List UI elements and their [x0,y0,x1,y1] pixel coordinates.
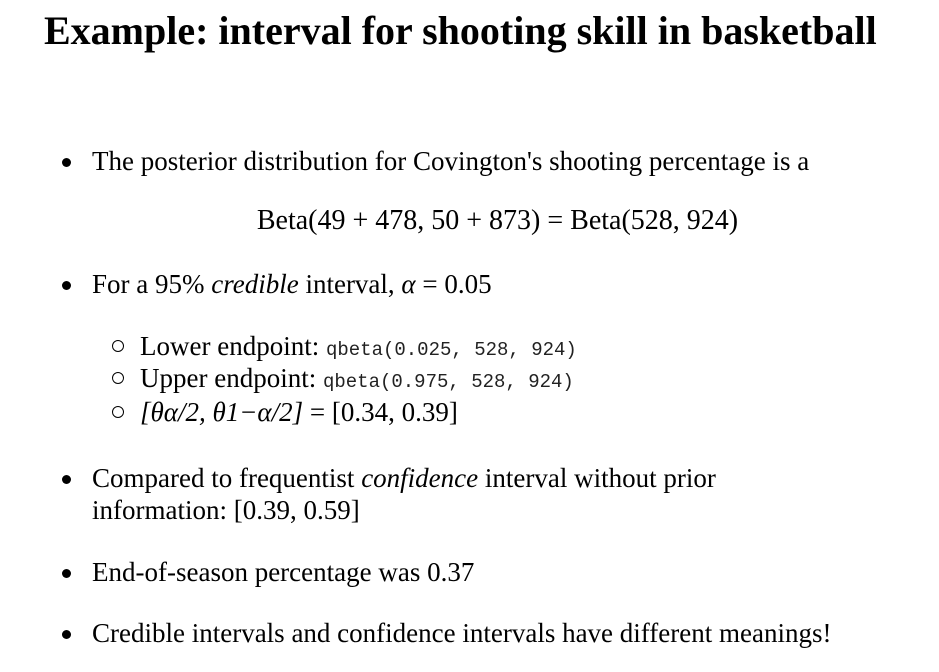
posterior-equation: Beta(49 + 478, 50 + 873) = Beta(528, 924… [0,204,939,238]
sub-bullet-ring-icon [112,406,124,418]
text-prefix: For a 95% [92,269,212,299]
bullet-text: Compared to frequentist confidence inter… [92,462,852,526]
bullet-text: End-of-season percentage was 0.37 [92,557,475,587]
sub-bullet-ring-icon [112,340,124,352]
upper-label: Upper endpoint: [140,363,323,393]
emphasis-credible: credible [211,269,299,299]
emphasis-confidence: confidence [361,463,479,493]
upper-code: qbeta(0.975, 528, 924) [322,371,574,393]
interval-lhs: [θα/2, θ1−α/2] [140,397,304,427]
lower-code: qbeta(0.025, 528, 924) [325,339,577,361]
sub-bullet-ring-icon [112,372,124,384]
slide-title: Example: interval for shooting skill in … [44,8,877,53]
text-mid: interval, [298,269,402,299]
text-prefix: Compared to frequentist [92,463,362,493]
bullet-text: Credible intervals and confidence interv… [92,618,832,648]
lower-label: Lower endpoint: [140,331,326,361]
text-rest: = 0.05 [415,269,492,299]
bullet-text: For a 95% credible interval, α = 0.05 [92,268,492,300]
text-rest: interval without prior information: [0.3… [92,463,716,525]
bullet-text: The posterior distribution for Covington… [92,146,810,176]
interval-rhs: = [0.34, 0.39] [303,397,458,427]
alpha-symbol: α [401,269,416,299]
equation-text: Beta(49 + 478, 50 + 873) = Beta(528, 924… [256,205,739,236]
